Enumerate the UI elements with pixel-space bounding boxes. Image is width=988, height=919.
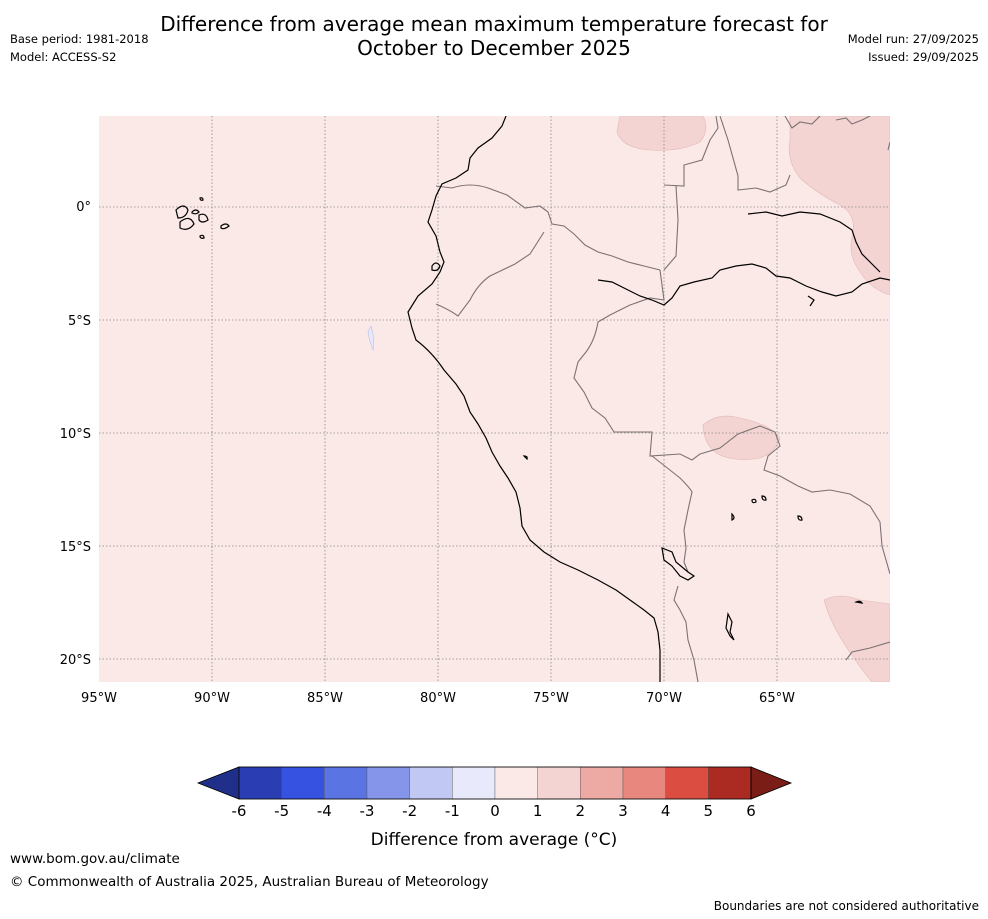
colorbar-bin-6: [452, 766, 496, 800]
issued-date: Issued: 29/09/2025: [868, 50, 979, 64]
colorbar-extend-low: [196, 766, 240, 800]
colorbar-tick-6: 6: [746, 802, 756, 820]
colorbar-tick-5: 5: [704, 802, 714, 820]
warm-anomaly-patch-central: [702, 415, 781, 460]
colorbar-bin-5: [409, 766, 453, 800]
map-background: [99, 116, 890, 682]
metadata-left: Base period: 1981-2018 Model: ACCESS-S2: [10, 30, 149, 66]
colorbar-bin-7: [494, 766, 538, 800]
metadata-right: Model run: 27/09/2025 Issued: 29/09/2025: [848, 30, 979, 66]
colorbar-bin-2: [281, 766, 325, 800]
lon-label-90w: 90°W: [194, 691, 230, 706]
lon-label-85w: 85°W: [307, 691, 343, 706]
lon-label-80w: 80°W: [420, 691, 456, 706]
colorbar-bin-9: [580, 766, 624, 800]
colorbar-tick--5: -5: [274, 802, 289, 820]
gridlines: [99, 116, 890, 682]
lon-label-75w: 75°W: [533, 691, 569, 706]
lon-label-70w: 70°W: [646, 691, 682, 706]
warm-anomaly-patch-north: [616, 116, 707, 151]
model-run-date: Model run: 27/09/2025: [847, 32, 979, 46]
colorbar-tick--2: -2: [402, 802, 417, 820]
colorbar-tick-labels: -6 -5 -4 -3 -2 -1 0 1 2 3 4 5 6: [232, 802, 756, 820]
colorbar-bin-3: [324, 766, 368, 800]
chart-title: Difference from average mean maximum tem…: [0, 12, 988, 60]
colorbar-label: Difference from average (°C): [371, 830, 618, 850]
colorbar-tick--3: -3: [360, 802, 375, 820]
colorbar-bin-4: [366, 766, 410, 800]
colorbar-tick--1: -1: [445, 802, 460, 820]
colorbar-tick-3: 3: [618, 802, 628, 820]
colorbar-bin-10: [622, 766, 666, 800]
colorbar-bin-12: [708, 766, 752, 800]
lat-label-20s: 20°S: [60, 653, 91, 668]
country-borders: [435, 116, 890, 682]
coastlines: [175, 116, 890, 682]
colorbar-tick--4: -4: [317, 802, 332, 820]
lon-label-95w: 95°W: [81, 691, 117, 706]
lat-label-0: 0°: [76, 200, 91, 215]
cool-anomaly-sliver: [367, 325, 374, 352]
colorbar-outline: [238, 766, 752, 800]
colorbar-tick-1: 1: [533, 802, 543, 820]
warm-anomaly-patch-southeast: [823, 595, 890, 682]
colorbar-tick--6: -6: [232, 802, 247, 820]
copyright-notice: © Commonwealth of Australia 2025, Austra…: [10, 874, 489, 890]
colorbar-tick-2: 2: [576, 802, 586, 820]
lat-label-15s: 15°S: [60, 540, 91, 555]
colorbar-extend-high: [750, 766, 793, 800]
lat-label-5s: 5°S: [68, 314, 91, 329]
model-name: Model: ACCESS-S2: [10, 50, 117, 64]
website-link[interactable]: www.bom.gov.au/climate: [10, 851, 180, 867]
colorbar-tick-4: 4: [661, 802, 671, 820]
warm-anomaly-patch-northeast: [788, 116, 890, 296]
boundaries-disclaimer: Boundaries are not considered authoritat…: [713, 899, 979, 913]
colorbar-bin-8: [537, 766, 581, 800]
title-line-1: Difference from average mean maximum tem…: [160, 12, 828, 36]
colorbar-bin-11: [665, 766, 709, 800]
lon-label-65w: 65°W: [759, 691, 795, 706]
colorbar-tick-0: 0: [490, 802, 500, 820]
colorbar: [196, 766, 793, 800]
title-line-2: October to December 2025: [357, 36, 631, 60]
base-period: Base period: 1981-2018: [10, 32, 149, 46]
colorbar-bin-1: [238, 766, 282, 800]
lat-label-10s: 10°S: [60, 427, 91, 442]
